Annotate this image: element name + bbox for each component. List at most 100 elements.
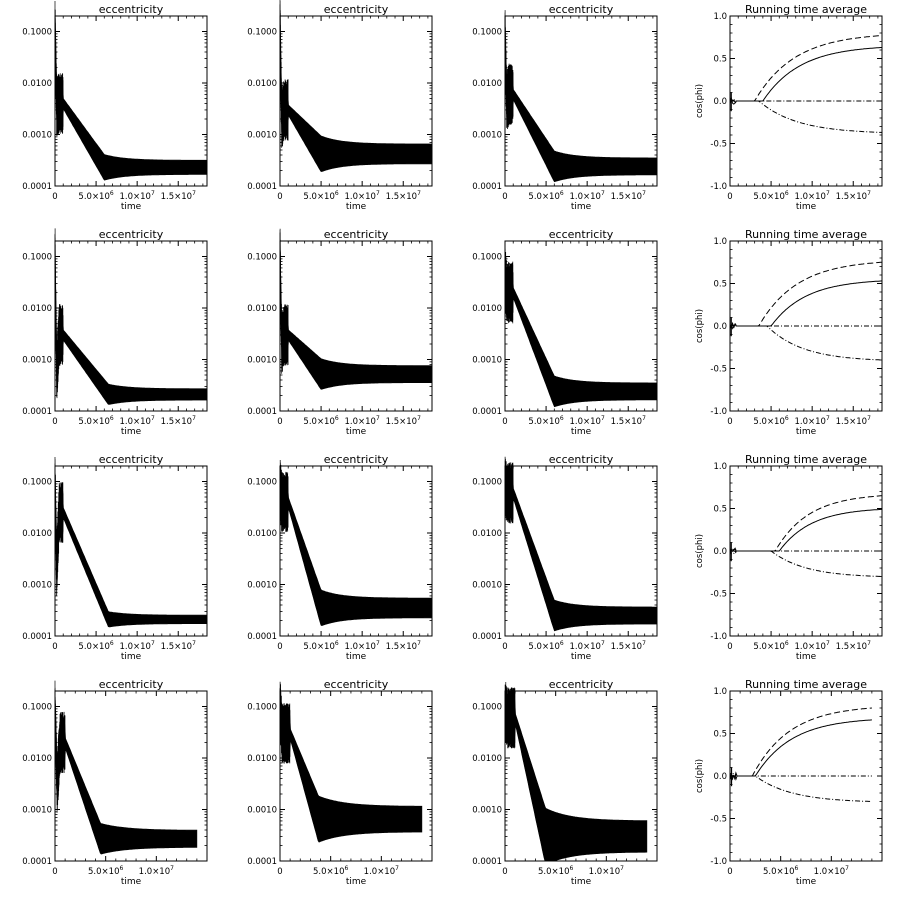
x-tick-label-exponent: 7 (151, 190, 155, 197)
x-tick-label: 5.0×106 (538, 865, 573, 877)
x-tick-label: 5.0×106 (78, 415, 113, 427)
x-tick-label-base: 1.0×10 (120, 192, 151, 202)
series-line-solid (729, 47, 882, 105)
x-tick-label: 1.0×107 (795, 640, 830, 652)
x-tick-label-base: 0 (727, 642, 732, 652)
x-tick-label: 1.0×107 (814, 865, 849, 877)
x-tick-label-exponent: 6 (110, 415, 114, 422)
x-tick-label-base: 1.0×10 (345, 642, 376, 652)
x-tick-label: 1.5×107 (611, 415, 646, 427)
x-axis-label: time (346, 652, 367, 662)
y-tick-label: 0.0010 (472, 356, 502, 366)
x-tick-label: 1.0×107 (345, 640, 380, 652)
y-tick-label: 0.0010 (472, 806, 502, 816)
x-tick-label-base: 5.0×10 (528, 417, 559, 427)
y-tick-label: -0.5 (710, 140, 727, 150)
x-tick-label: 5.0×106 (313, 865, 348, 877)
plot-frame (504, 465, 658, 637)
x-tick-label-base: 0 (502, 417, 507, 427)
y-tick-label: -0.5 (710, 365, 727, 375)
x-tick-label: 1.5×107 (386, 415, 421, 427)
eccentricity-band (54, 688, 198, 855)
x-tick-label-base: 5.0×10 (78, 642, 109, 652)
eccentricity-band (279, 232, 433, 390)
y-tick-label: 0.0100 (22, 79, 52, 89)
x-tick-label: 1.5×107 (836, 415, 871, 427)
x-tick-label-base: 1.5×10 (386, 642, 417, 652)
x-tick-label-base: 1.0×10 (345, 417, 376, 427)
eccentricity-band (279, 468, 433, 627)
x-tick-label-base: 1.5×10 (386, 192, 417, 202)
y-tick-label: 0.1000 (247, 703, 277, 713)
chart-panel-4-2: eccentricity 0.0001 0.0010 0.0100 0.1000 0 5.0… (247, 678, 433, 887)
x-tick-label-base: 1.5×10 (161, 192, 192, 202)
panels: eccentricity 0.0001 0.0010 0.0100 0.1000 0 5.0… (22, 0, 883, 887)
x-tick-label: 5.0×106 (753, 415, 788, 427)
chart-panel-1-4: Running time average -1.0 -0.5 0.0 0.5 1.0 0 5.… (695, 3, 883, 212)
y-tick-label: 0.0001 (22, 632, 52, 642)
y-tick-label: 0.0001 (472, 182, 502, 192)
x-tick-label: 1.5×107 (836, 640, 871, 652)
plot-frame (279, 690, 433, 862)
chart-panel-2-4: Running time average -1.0 -0.5 0.0 0.5 1.0 0 5.… (695, 228, 883, 437)
x-tick-label: 1.5×107 (611, 640, 646, 652)
x-tick-label-exponent: 6 (110, 640, 114, 647)
y-tick-label: 0.0010 (247, 581, 277, 591)
x-tick-label: 5.0×106 (753, 640, 788, 652)
x-axis-label: time (346, 427, 367, 437)
chart-panel-4-4: Running time average -1.0 -0.5 0.0 0.5 1.0 0 5.… (695, 678, 883, 887)
x-tick-label: 1.0×107 (589, 865, 624, 877)
x-tick-label-base: 5.0×10 (528, 642, 559, 652)
x-tick-label: 0 (727, 417, 732, 427)
series-line-dash-dot-lower (729, 98, 882, 133)
x-tick-label-exponent: 7 (151, 415, 155, 422)
x-tick-label: 0 (502, 642, 507, 652)
x-tick-label: 1.5×107 (386, 640, 421, 652)
x-tick-label-base: 5.0×10 (753, 192, 784, 202)
x-tick-label-base: 1.5×10 (836, 192, 867, 202)
x-tick-label-exponent: 7 (601, 415, 605, 422)
x-tick-label-exponent: 6 (335, 415, 339, 422)
y-tick-label: 0.0001 (247, 182, 277, 192)
x-tick-label-base: 1.0×10 (570, 642, 601, 652)
x-tick-label: 0 (502, 867, 507, 877)
x-tick-label-exponent: 7 (376, 640, 380, 647)
x-tick-label: 1.0×107 (364, 865, 399, 877)
x-tick-label: 5.0×106 (88, 865, 123, 877)
x-tick-label-base: 5.0×10 (78, 192, 109, 202)
x-tick-label: 5.0×106 (528, 415, 563, 427)
chart-panel-3-4: Running time average -1.0 -0.5 0.0 0.5 1.0 0 5.… (695, 453, 883, 662)
x-tick-label: 0 (277, 867, 282, 877)
x-tick-label-base: 1.0×10 (139, 867, 170, 877)
x-tick-label-exponent: 7 (170, 865, 174, 872)
x-tick-label-exponent: 7 (867, 415, 871, 422)
x-tick-label: 5.0×106 (528, 640, 563, 652)
x-tick-label-exponent: 7 (601, 190, 605, 197)
y-tick-label: 0.0001 (22, 182, 52, 192)
y-tick-label: 0.0 (713, 322, 727, 332)
chart-title: eccentricity (549, 453, 614, 466)
y-tick-label: 0.0010 (22, 581, 52, 591)
eccentricity-band (54, 9, 208, 181)
x-tick-label-base: 1.0×10 (364, 867, 395, 877)
y-tick-label: 0.0100 (472, 529, 502, 539)
x-tick-label-base: 0 (727, 867, 732, 877)
x-tick-label-base: 1.0×10 (795, 192, 826, 202)
x-tick-label: 0 (277, 642, 282, 652)
x-axis-label: time (346, 202, 367, 212)
eccentricity-trace (279, 681, 291, 764)
y-tick-label: 0.1000 (22, 703, 52, 713)
eccentricity-trace (279, 228, 289, 374)
plot-frame (279, 15, 433, 187)
y-tick-label: 0.0100 (472, 304, 502, 314)
x-axis-label: time (571, 652, 592, 662)
chart-title: eccentricity (99, 678, 164, 691)
x-tick-label-exponent: 6 (110, 190, 114, 197)
y-tick-label: 0.0010 (472, 131, 502, 141)
y-tick-label: 0.0001 (472, 857, 502, 867)
x-tick-label-exponent: 6 (119, 865, 123, 872)
x-tick-label: 5.0×106 (303, 640, 338, 652)
eccentricity-trace (504, 246, 514, 324)
